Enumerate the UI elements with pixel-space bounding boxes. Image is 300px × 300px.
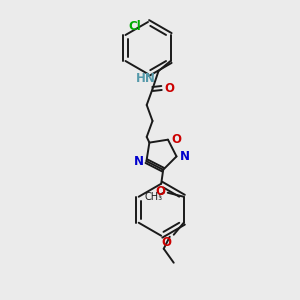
Text: N: N xyxy=(179,150,190,163)
Text: O: O xyxy=(164,82,175,94)
Text: O: O xyxy=(171,133,181,146)
Text: N: N xyxy=(134,155,143,168)
Text: HN: HN xyxy=(136,72,155,85)
Text: CH₃: CH₃ xyxy=(145,192,163,202)
Text: Cl: Cl xyxy=(128,20,141,33)
Text: O: O xyxy=(162,236,172,249)
Text: O: O xyxy=(156,185,166,198)
